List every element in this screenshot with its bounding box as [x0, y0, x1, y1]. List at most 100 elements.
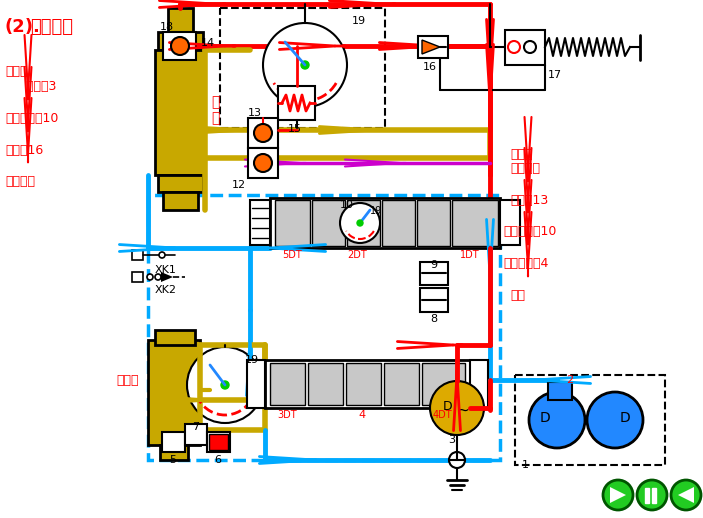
Text: 电液换向阆10: 电液换向阆10	[5, 112, 58, 125]
Circle shape	[603, 480, 633, 510]
Circle shape	[301, 61, 309, 69]
Text: 2DT: 2DT	[347, 250, 367, 260]
Bar	[505, 30, 545, 65]
Bar	[209, 434, 228, 450]
Circle shape	[357, 220, 363, 226]
Text: 7: 7	[193, 422, 200, 432]
Bar	[132, 272, 143, 282]
Bar	[265, 360, 470, 408]
Bar	[270, 363, 305, 405]
Text: XK1: XK1	[155, 265, 177, 275]
Bar	[515, 375, 665, 465]
Text: 15: 15	[288, 124, 302, 134]
Polygon shape	[610, 487, 626, 503]
Circle shape	[637, 480, 667, 510]
Bar	[548, 382, 572, 400]
Text: 顶出缸: 顶出缸	[117, 373, 139, 386]
Bar	[155, 330, 195, 345]
Bar	[163, 192, 198, 210]
Bar	[312, 200, 345, 246]
Bar	[163, 32, 196, 60]
Circle shape	[671, 480, 701, 510]
Text: 4: 4	[359, 410, 366, 420]
Bar	[155, 50, 205, 175]
Circle shape	[171, 37, 189, 55]
Circle shape	[254, 154, 272, 172]
Text: 6: 6	[214, 455, 221, 465]
Text: 变量朹3: 变量朹3	[18, 80, 56, 93]
Text: 19: 19	[245, 355, 259, 365]
Text: 电液换向阆10: 电液换向阆10	[503, 225, 556, 238]
Text: (2).: (2).	[5, 18, 41, 36]
Bar	[382, 200, 415, 246]
Bar	[422, 363, 465, 405]
Circle shape	[340, 203, 380, 243]
Bar	[132, 250, 143, 260]
Text: 主缸下腔: 主缸下腔	[510, 162, 540, 175]
Bar	[148, 340, 200, 445]
Bar	[220, 8, 385, 128]
Text: 3DT: 3DT	[277, 410, 297, 420]
Text: 油筱: 油筱	[510, 289, 525, 302]
Text: 18: 18	[160, 22, 174, 32]
Text: 9: 9	[430, 260, 437, 270]
Text: 2: 2	[567, 375, 574, 385]
Bar	[308, 363, 343, 405]
Circle shape	[508, 41, 520, 53]
Text: 4DT: 4DT	[432, 410, 452, 420]
Circle shape	[449, 452, 465, 468]
Text: D: D	[443, 399, 453, 412]
Text: 14: 14	[201, 38, 215, 48]
Text: 5: 5	[169, 455, 176, 465]
Circle shape	[159, 252, 165, 258]
Bar	[207, 432, 230, 452]
Circle shape	[187, 347, 263, 423]
Text: 进油：: 进油：	[5, 65, 27, 78]
Bar	[278, 86, 315, 120]
Text: 3: 3	[449, 435, 456, 445]
Text: 10: 10	[340, 200, 354, 210]
Circle shape	[430, 381, 484, 435]
Bar	[347, 200, 380, 246]
Text: XK2: XK2	[155, 285, 177, 295]
Bar	[168, 8, 193, 32]
Text: 8: 8	[430, 314, 437, 324]
Text: 主缸上腔: 主缸上腔	[5, 175, 35, 188]
Bar	[470, 360, 488, 408]
Bar	[645, 488, 649, 503]
Bar	[162, 432, 185, 452]
Bar	[270, 198, 500, 248]
Text: 主
缸: 主 缸	[211, 95, 219, 125]
Bar	[384, 363, 419, 405]
Text: 单向阆16: 单向阆16	[5, 144, 44, 157]
Bar	[248, 148, 278, 178]
Bar	[248, 118, 278, 148]
Bar	[420, 288, 448, 312]
Bar	[275, 200, 310, 246]
Bar	[652, 488, 656, 503]
Text: 5DT: 5DT	[282, 250, 302, 260]
Text: 17: 17	[548, 70, 562, 80]
Circle shape	[529, 392, 585, 448]
Bar	[158, 175, 203, 192]
Circle shape	[155, 274, 161, 280]
Bar	[420, 262, 448, 285]
Bar	[346, 363, 381, 405]
Bar	[500, 200, 520, 245]
Circle shape	[587, 392, 643, 448]
Text: D: D	[619, 411, 631, 425]
Bar	[418, 36, 448, 58]
Circle shape	[524, 41, 536, 53]
Text: 16: 16	[423, 62, 437, 72]
Polygon shape	[161, 272, 173, 282]
Text: ~: ~	[457, 402, 470, 418]
Polygon shape	[422, 40, 440, 54]
Bar	[417, 200, 450, 246]
Text: 13: 13	[248, 108, 262, 118]
Text: 19: 19	[352, 16, 366, 26]
Circle shape	[221, 381, 229, 389]
Text: D: D	[540, 411, 550, 425]
Bar	[160, 445, 188, 460]
Text: 12: 12	[232, 180, 246, 190]
Circle shape	[254, 124, 272, 142]
